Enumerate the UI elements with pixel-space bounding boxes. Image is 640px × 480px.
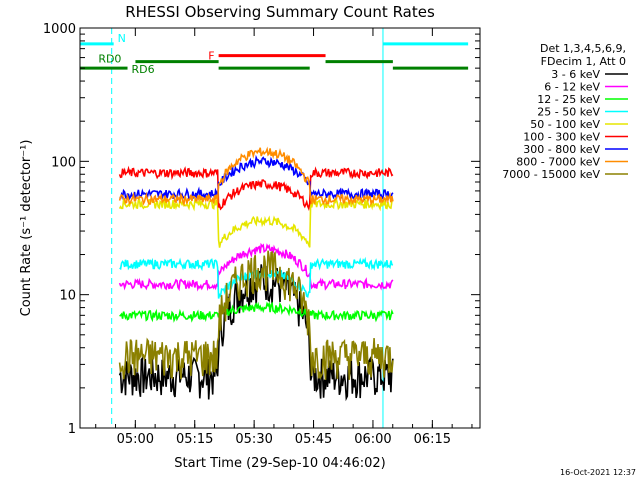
series-line-5: [118, 165, 394, 212]
segment-label: RD0: [98, 53, 121, 66]
x-tick-label: 06:15: [414, 432, 451, 447]
legend: Det 1,3,4,5,6,9,FDecim 1, Att 03 - 6 keV…: [502, 42, 628, 181]
x-axis-label: Start Time (29-Sep-10 04:46:02): [174, 456, 385, 471]
legend-header: FDecim 1, Att 0: [541, 55, 626, 68]
y-axis-ticks: 1 10 100 1000: [43, 22, 480, 437]
legend-entry-label: 6 - 12 keV: [544, 81, 600, 94]
chart-title: RHESSI Observing Summary Count Rates: [125, 3, 435, 21]
legend-entry-label: 7000 - 15000 keV: [502, 168, 600, 181]
legend-entry-label: 50 - 100 keV: [530, 118, 600, 131]
segment-label: N: [118, 32, 126, 45]
x-tick-label: 06:00: [354, 432, 391, 447]
x-tick-label: 05:15: [176, 432, 213, 447]
night-lines: [79, 28, 481, 428]
x-tick-label: 05:45: [295, 432, 332, 447]
series-line-2: [119, 301, 394, 323]
y-tick-label: 1: [68, 422, 76, 437]
legend-entry-label: 25 - 50 keV: [537, 106, 600, 119]
series-line-1: [118, 242, 394, 292]
series-line-7: [118, 146, 394, 207]
plot-timestamp: 16-Oct-2021 12:37: [560, 468, 636, 477]
x-tick-label: 05:30: [235, 432, 272, 447]
y-axis-label: Count Rate (s⁻¹ detector⁻¹): [19, 140, 34, 317]
legend-header: Det 1,3,4,5,6,9,: [540, 42, 626, 55]
series-lines: [118, 146, 394, 402]
legend-entry-label: 3 - 6 keV: [551, 68, 600, 81]
y-tick-label: 10: [59, 289, 76, 304]
series-line-8: [118, 250, 394, 380]
legend-entry-label: 12 - 25 keV: [537, 93, 600, 106]
x-tick-label: 05:00: [117, 432, 154, 447]
plot-frame: [79, 27, 481, 429]
series-line-4: [118, 196, 394, 248]
y-tick-label: 100: [51, 155, 76, 170]
y-tick-label: 1000: [43, 22, 76, 37]
segment-label: RD6: [132, 63, 155, 76]
legend-entry-label: 800 - 7000 keV: [516, 156, 600, 169]
legend-entry-label: 300 - 800 keV: [523, 143, 600, 156]
x-axis-ticks: 05:00 05:15 05:30 05:45 06:00 06:15: [95, 28, 473, 447]
segment-label: F: [208, 50, 214, 63]
legend-entry-label: 100 - 300 keV: [523, 131, 600, 144]
observing-segments: N F RD0 RD6: [80, 32, 469, 76]
